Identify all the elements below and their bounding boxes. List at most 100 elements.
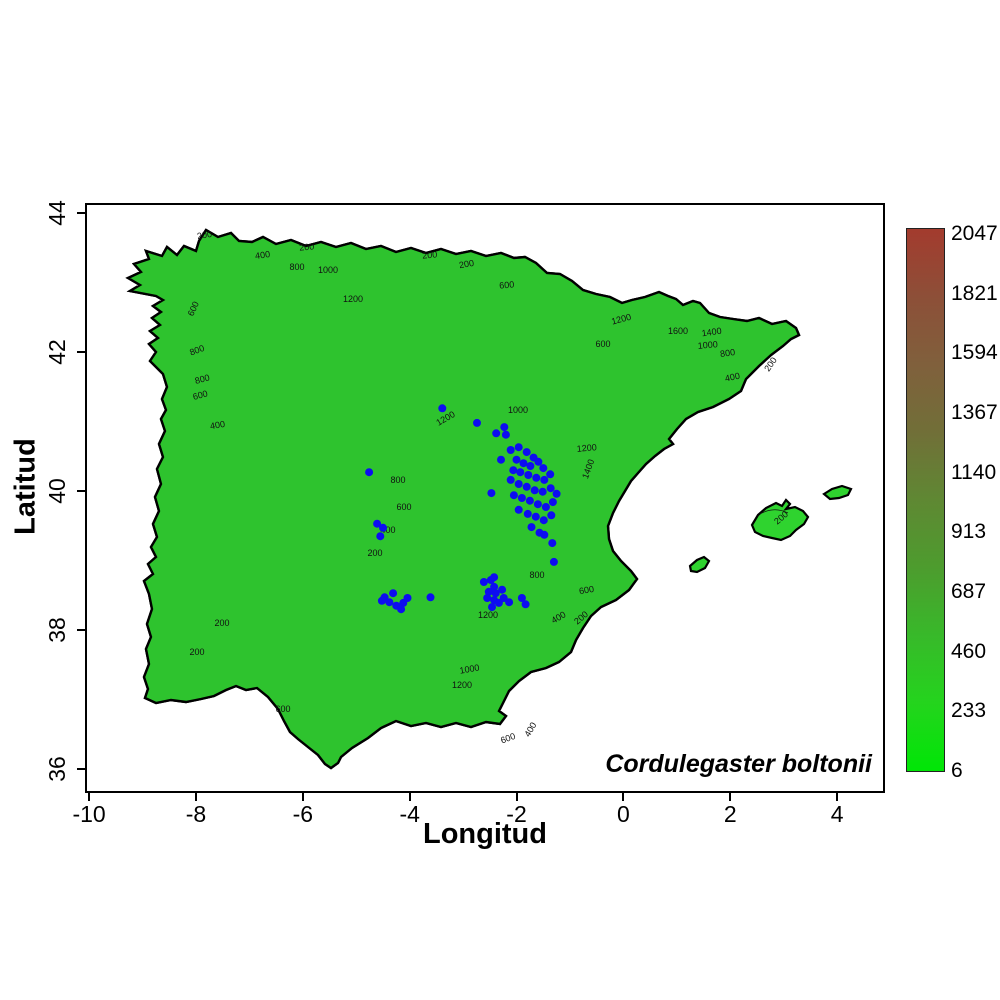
occurrence-point xyxy=(438,404,447,413)
x-tick-label: -8 xyxy=(185,801,207,827)
occurrence-point xyxy=(548,498,557,507)
x-tick-label: -2 xyxy=(506,801,527,827)
contour-label: 1200 xyxy=(343,294,363,304)
occurrence-point xyxy=(538,487,547,496)
colorbar xyxy=(906,228,945,772)
island-ibiza xyxy=(688,555,711,574)
y-axis-title: Latitud xyxy=(9,438,42,535)
occurrence-point xyxy=(490,582,499,591)
occurrence-point xyxy=(539,516,548,525)
occurrence-point xyxy=(523,509,532,518)
x-tick-label: -10 xyxy=(72,801,106,827)
contour-label: 400 xyxy=(209,419,226,431)
occurrence-point xyxy=(373,519,382,528)
occurrence-point xyxy=(377,596,386,605)
occurrence-point xyxy=(376,532,385,541)
occurrence-point xyxy=(549,557,558,566)
x-tick-mark xyxy=(515,793,518,801)
contour-label: 600 xyxy=(499,279,515,290)
x-tick-label: 4 xyxy=(830,801,844,827)
occurrence-point xyxy=(519,459,528,468)
occurrence-point xyxy=(514,480,523,488)
occurrence-point xyxy=(541,503,550,511)
y-tick-label: 42 xyxy=(44,339,70,365)
contour-label: 1400 xyxy=(701,326,722,339)
y-tick-label: 36 xyxy=(44,756,70,782)
occurrence-point xyxy=(509,466,518,475)
contour-label: 400 xyxy=(380,525,395,535)
contour-label: 400 xyxy=(724,371,741,384)
occurrence-point xyxy=(491,589,500,598)
island-mallorca xyxy=(750,498,810,542)
x-tick-label: 0 xyxy=(616,801,630,827)
occurrence-point xyxy=(389,589,398,598)
occurrence-point xyxy=(522,448,531,457)
occurrence-point xyxy=(498,585,507,594)
x-tick-label: 2 xyxy=(723,801,737,827)
occurrence-point xyxy=(533,500,542,509)
occurrence-point xyxy=(509,491,518,500)
occurrence-point xyxy=(500,423,509,432)
contour-label: 600 xyxy=(396,502,411,512)
contour-label: 600 xyxy=(499,731,517,746)
contour-label: 200 xyxy=(458,258,475,270)
y-tick-mark xyxy=(77,212,85,214)
contour-label: 400 xyxy=(254,249,270,261)
occurrence-point xyxy=(379,523,387,532)
y-tick-label: 40 xyxy=(44,478,70,504)
species-label: Cordulegaster boltonii xyxy=(605,750,872,778)
occurrence-point xyxy=(497,455,505,464)
occurrence-point xyxy=(547,511,556,520)
colorbar-tick-label: 233 xyxy=(951,699,987,723)
occurrence-point xyxy=(484,587,493,596)
occurrence-point xyxy=(397,605,406,614)
occurrence-point xyxy=(552,489,561,498)
y-tick-mark xyxy=(77,351,85,353)
occurrence-point xyxy=(512,455,521,464)
x-tick-mark xyxy=(88,793,91,801)
occurrence-point xyxy=(524,471,533,479)
contour-label: 800 xyxy=(529,570,544,580)
occurrence-point xyxy=(521,600,530,609)
occurrence-point xyxy=(365,468,374,477)
contour-label: 800 xyxy=(194,372,211,386)
contour-label: 1200 xyxy=(452,680,472,690)
occurrence-point xyxy=(499,594,508,602)
contour-label: 800 xyxy=(390,475,405,485)
occurrence-point xyxy=(492,429,501,438)
contour-label: 1600 xyxy=(668,326,688,336)
contour-label: 200 xyxy=(422,249,438,260)
contour-label: 200 xyxy=(214,618,229,628)
x-tick-mark xyxy=(408,793,411,801)
y-tick-mark xyxy=(77,490,85,492)
contour-label: 1000 xyxy=(508,405,528,415)
contour-label: 600 xyxy=(192,388,209,402)
colorbar-tick-label: 2047 xyxy=(951,222,998,245)
contour-label: 400 xyxy=(522,720,538,738)
y-tick-mark xyxy=(77,768,85,770)
occurrence-point xyxy=(506,475,515,484)
occurrence-point xyxy=(516,468,525,477)
occurrence-point xyxy=(527,523,536,532)
colorbar-tick-label: 1594 xyxy=(951,341,998,365)
occurrence-point xyxy=(526,462,535,470)
y-tick-label: 44 xyxy=(44,200,70,226)
colorbar-tick-label: 1140 xyxy=(951,460,997,484)
occurrence-point xyxy=(530,486,539,495)
colorbar-tick-label: 1821 xyxy=(951,281,998,305)
occurrence-point xyxy=(517,494,526,502)
iberia-map-svg: 200 400 800 1000 1200 200 200 200 600 600 800 800 60… xyxy=(125,228,853,770)
x-tick-mark xyxy=(194,793,197,801)
occurrence-point xyxy=(525,496,534,505)
occurrence-point xyxy=(426,593,435,602)
colorbar-tick-label: 6 xyxy=(951,759,963,782)
occurrence-point xyxy=(517,594,526,602)
occurrence-point xyxy=(487,489,496,498)
occurrence-point xyxy=(494,598,503,607)
contour-label: 200 xyxy=(189,647,204,657)
occurrence-point xyxy=(522,482,531,491)
island-menorca xyxy=(822,484,853,501)
contour-label: 800 xyxy=(289,262,304,272)
occurrence-point xyxy=(385,598,394,607)
